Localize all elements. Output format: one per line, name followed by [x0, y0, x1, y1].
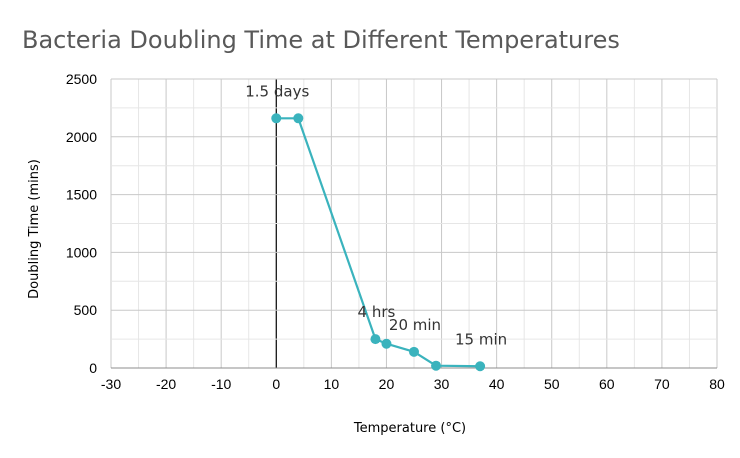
- data-point: [370, 334, 381, 345]
- data-point: [409, 346, 419, 357]
- y-tick-label: 0: [89, 360, 97, 376]
- y-tick-label: 2000: [66, 129, 97, 145]
- y-tick-label: 500: [74, 302, 98, 318]
- y-tick-label: 1500: [66, 187, 97, 203]
- annotation-label: 15 min: [455, 330, 507, 348]
- x-tick-label: 80: [709, 376, 725, 392]
- x-tick-label: 70: [654, 376, 670, 392]
- chart-title: Bacteria Doubling Time at Different Temp…: [22, 26, 620, 54]
- x-tick-label: 30: [434, 376, 450, 392]
- x-tick-label: 10: [324, 376, 340, 392]
- annotation-label: 20 min: [389, 316, 441, 334]
- series-doubling-time: [271, 113, 486, 372]
- annotation-label: 4 hrs: [358, 303, 396, 321]
- x-tick-label: -30: [101, 376, 121, 392]
- data-point: [271, 113, 282, 124]
- annotation-label: 1.5 days: [245, 82, 309, 100]
- data-point: [431, 360, 442, 371]
- series-line: [276, 117, 481, 368]
- x-tick-labels: -30 -20 -10 0 10 20 30 40 50 60 70 80: [101, 376, 725, 392]
- data-point: [293, 113, 304, 124]
- x-tick-label: -20: [156, 376, 176, 392]
- x-axis-label: Temperature (°C): [353, 421, 466, 436]
- x-tick-label: 0: [272, 376, 280, 392]
- y-tick-label: 1000: [66, 244, 97, 260]
- y-axis-label: Doubling Time (mins): [27, 159, 42, 299]
- x-tick-label: 60: [599, 376, 615, 392]
- grid-lines: [110, 78, 718, 369]
- y-tick-labels: 0 500 1000 1500 2000 2500: [66, 71, 97, 376]
- data-point: [381, 338, 392, 349]
- y-tick-label: 2500: [66, 71, 97, 87]
- data-point: [475, 361, 486, 372]
- x-tick-label: 40: [489, 376, 505, 392]
- x-tick-label: -10: [211, 376, 231, 392]
- x-tick-label: 20: [379, 376, 395, 392]
- x-tick-label: 50: [544, 376, 560, 392]
